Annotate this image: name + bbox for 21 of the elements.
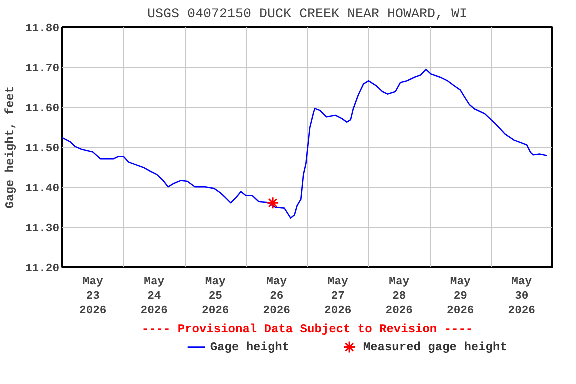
legend-label: Gage height xyxy=(210,340,290,354)
y-tick-label: 11.30 xyxy=(26,224,60,236)
x-tick-label: May 29 2026 xyxy=(447,276,474,318)
line-series xyxy=(62,68,548,219)
y-tick-label: 11.80 xyxy=(26,24,60,36)
x-tick-label: May 24 2026 xyxy=(140,276,168,318)
y-axis-title: Gage height, feet xyxy=(4,86,18,209)
y-tick-label: 11.20 xyxy=(26,264,60,276)
y-tick-label: 11.70 xyxy=(26,64,60,76)
x-tick-label: May 26 2026 xyxy=(263,276,291,318)
y-tick-label: 11.60 xyxy=(26,104,60,116)
chart-title: USGS 04072150 DUCK CREEK NEAR HOWARD, WI xyxy=(148,8,468,22)
x-tick-label: May 25 2026 xyxy=(202,276,230,318)
x-tick-label: May 30 2026 xyxy=(508,276,536,318)
text: ---- Provisional Data Subject to Revision ---- xyxy=(142,322,474,336)
y-tick-label: 11.50 xyxy=(26,144,60,156)
x-tick-label: May 28 2026 xyxy=(386,276,414,318)
x-tick-label: May 23 2026 xyxy=(80,276,107,318)
y-tick-label: 11.40 xyxy=(26,184,60,196)
legend-label: Measured gage height xyxy=(363,340,508,354)
x-tick-label: May 27 2026 xyxy=(324,276,352,318)
